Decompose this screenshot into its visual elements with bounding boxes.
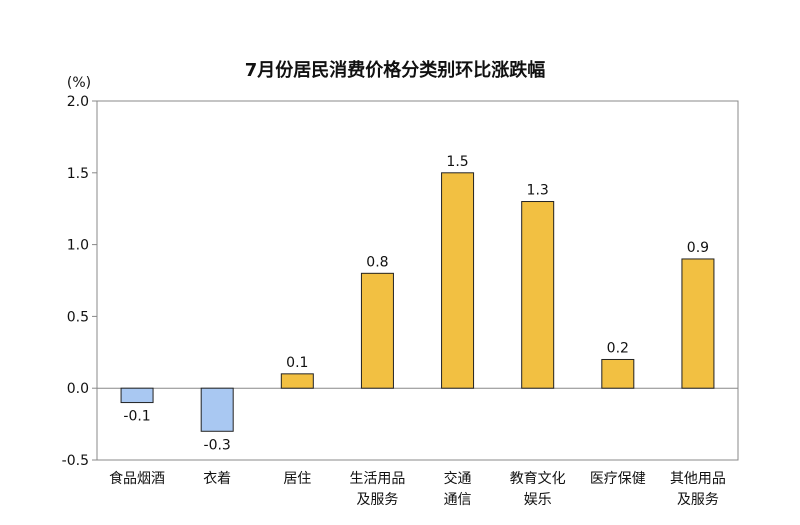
bar	[441, 172, 475, 389]
x-tick-label: 食品烟酒	[109, 470, 165, 487]
x-tick-label-line: 居住	[283, 471, 311, 487]
x-tick-label-line: 生活用品	[349, 471, 405, 487]
x-tick-label-line: 衣着	[203, 471, 231, 487]
x-tick-label-line: 其他用品	[670, 471, 726, 487]
bar-value-label: 1.5	[446, 154, 468, 170]
bar	[681, 258, 715, 389]
x-tick-label-line: 食品烟酒	[109, 470, 165, 487]
x-tick-label: 医疗保健	[590, 471, 646, 487]
y-tick-label: -0.5	[62, 453, 89, 469]
x-tick-label-line: 娱乐	[524, 492, 552, 508]
data-labels: -0.1 -0.3 0.1 0.8 1.5 1.3 0.2 0.9	[123, 154, 709, 453]
bar	[521, 201, 555, 389]
y-tick-label: 1.5	[67, 166, 89, 182]
plot-area-frame	[96, 100, 739, 461]
chart-title: 7月份居民消费价格分类别环比涨跌幅	[245, 59, 546, 81]
y-tick-label: 0.5	[67, 309, 89, 325]
x-tick-label-line: 医疗保健	[590, 471, 646, 487]
x-tick-label-line: 交通	[444, 470, 472, 487]
bar-value-label: 0.8	[366, 254, 388, 270]
bar-value-label: 1.3	[527, 183, 549, 199]
y-axis-unit-label: (%)	[67, 75, 91, 91]
bar	[280, 373, 314, 389]
x-tick-label-line: 通信	[444, 492, 472, 508]
y-tick-label: 0.0	[67, 381, 89, 397]
x-tick-label: 生活用品及服务	[349, 471, 405, 508]
x-axis: 食品烟酒 衣着 居住 生活用品及服务 交通通信 教育文化娱乐 医疗保健 其他用品及服务	[109, 470, 726, 508]
bar-value-label: 0.1	[286, 355, 308, 371]
y-tick-label: 2.0	[67, 94, 89, 110]
x-tick-label: 交通通信	[444, 470, 472, 508]
bar-value-label: 0.9	[687, 240, 709, 256]
y-tick-label: 1.0	[67, 238, 89, 254]
x-tick-label: 居住	[283, 471, 311, 487]
x-tick-label-line: 教育文化	[510, 471, 566, 487]
bar	[200, 387, 234, 432]
bar	[360, 272, 394, 389]
x-tick-label-line: 及服务	[677, 492, 719, 508]
x-tick-label: 教育文化娱乐	[510, 471, 566, 508]
x-tick-label: 衣着	[203, 471, 231, 487]
bar	[601, 358, 635, 389]
y-axis: 2.0 1.5 1.0 0.5 0.0 -0.5	[62, 94, 97, 469]
x-tick-label-line: 及服务	[356, 492, 398, 508]
bar-value-label: -0.1	[123, 409, 150, 425]
bar-series	[120, 172, 715, 432]
x-tick-label: 其他用品及服务	[670, 471, 726, 508]
bar-value-label: -0.3	[204, 437, 231, 453]
bar-value-label: 0.2	[607, 340, 629, 356]
bar	[120, 387, 154, 404]
